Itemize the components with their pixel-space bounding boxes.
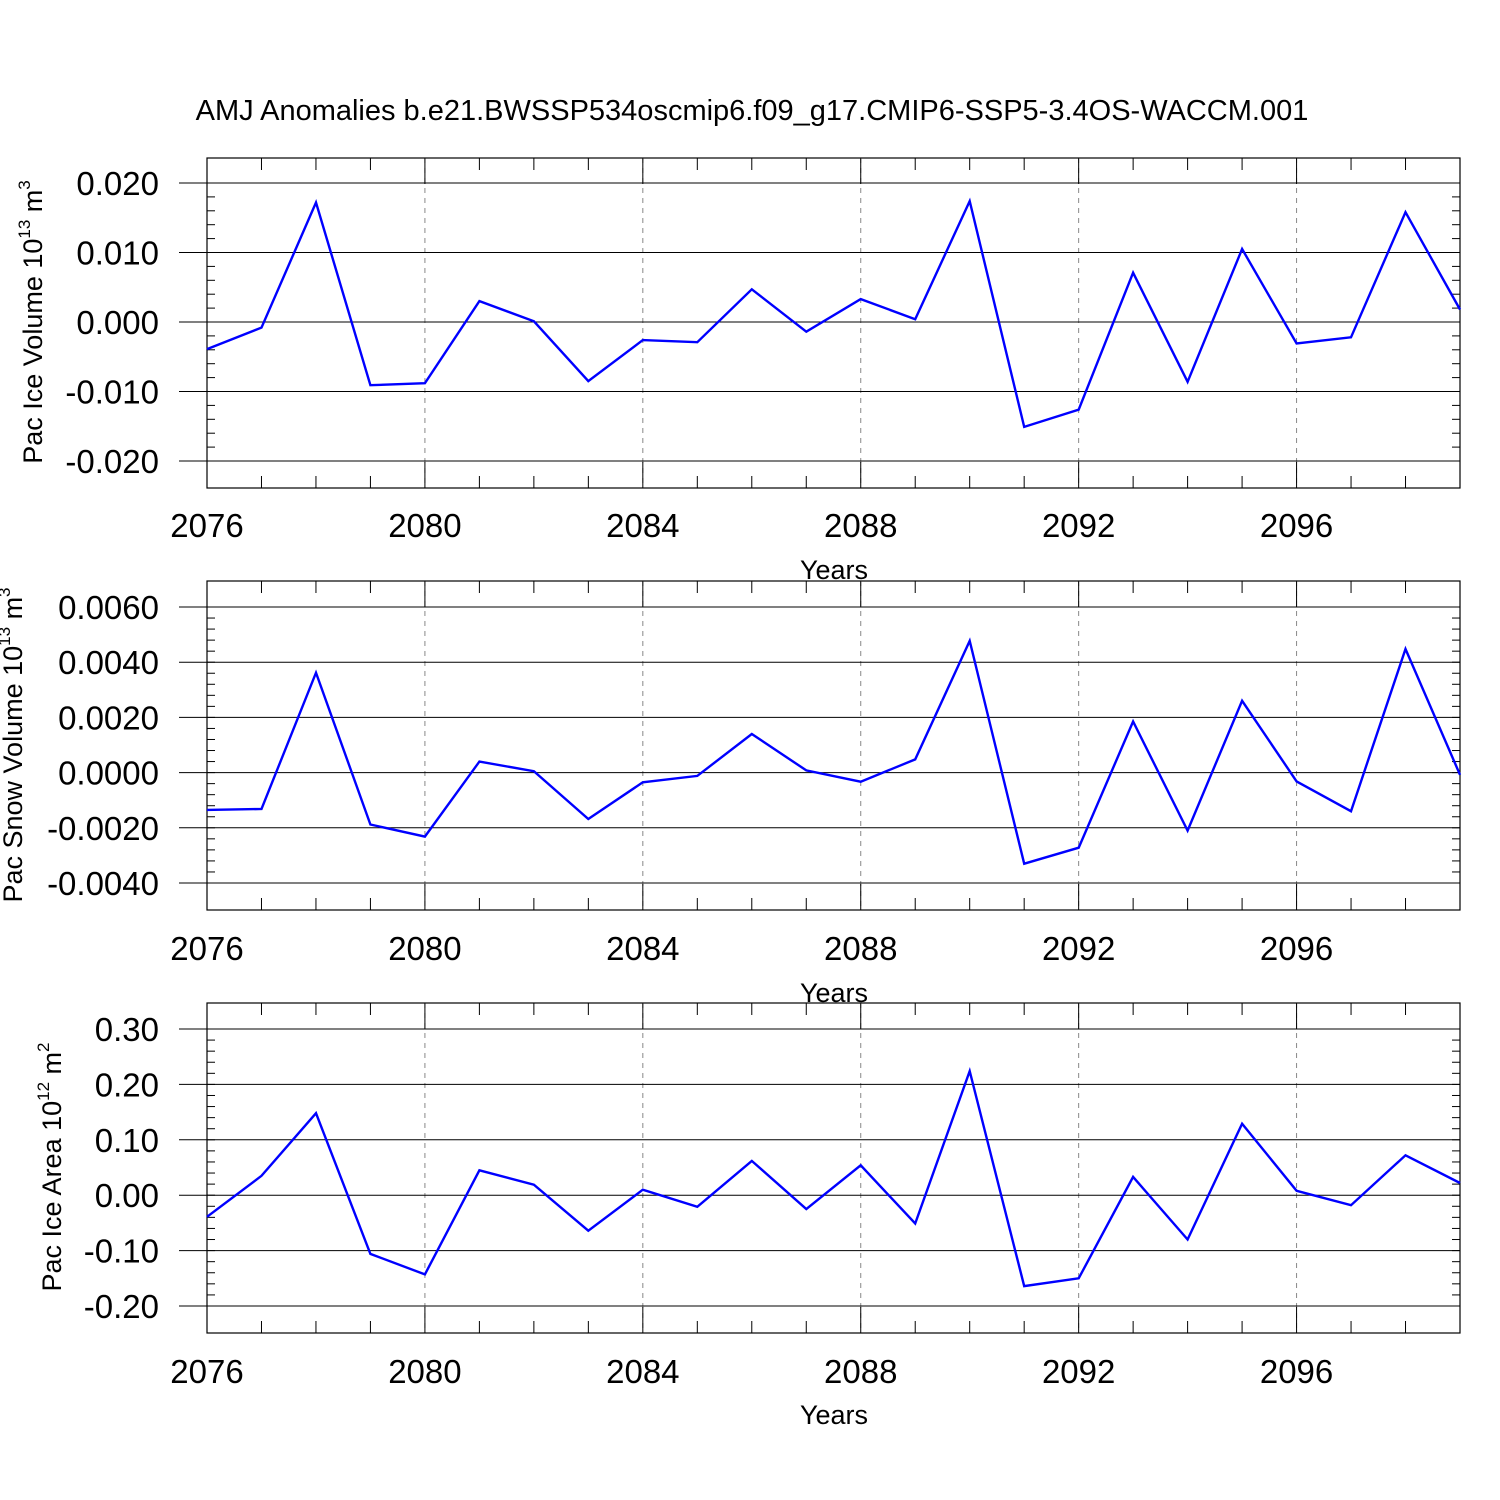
x-tick-label: 2092 (1042, 930, 1115, 967)
x-tick-label: 2088 (824, 1353, 897, 1390)
x-tick-label: 2080 (388, 930, 461, 967)
x-tick-label: 2076 (170, 507, 243, 544)
x-tick-label: 2076 (170, 930, 243, 967)
x-tick-label: 2092 (1042, 507, 1115, 544)
x-tick-label: 2088 (824, 507, 897, 544)
plot-frame (206, 157, 1461, 489)
panel-snow-volume: -0.0040 -0.0020 0.0000 0.0020 0.0040 0.0060 20… (0, 580, 1462, 1008)
series-line (206, 637, 1462, 866)
x-tick-label: 2076 (170, 1353, 243, 1390)
y-tick-label: 0.0000 (58, 755, 159, 792)
x-tick-label: 2096 (1260, 507, 1333, 544)
y-axis-label: Pac Ice Area 1012 m2 (34, 1042, 67, 1291)
x-tick-label: 2084 (606, 1353, 679, 1390)
x-tick-label: 2088 (824, 930, 897, 967)
y-axis-label: Pac Ice Volume 1013 m3 (15, 180, 48, 464)
y-tick-label: 0.00 (95, 1177, 159, 1214)
y-tick-label: 0.020 (76, 165, 159, 202)
x-tick-label: 2080 (388, 1353, 461, 1390)
x-tick-label: 2096 (1260, 930, 1333, 967)
y-tick-label: -0.010 (65, 374, 159, 411)
y-tick-label: 0.0060 (58, 589, 159, 626)
x-tick-label: 2080 (388, 507, 461, 544)
plot-frame (206, 580, 1461, 911)
y-tick-label: 0.0040 (58, 644, 159, 681)
x-tick-label: 2084 (606, 930, 679, 967)
y-tick-label: 0.0020 (58, 699, 159, 736)
x-tick-label: 2084 (606, 507, 679, 544)
y-axis-label: Pac Snow Volume 1013 m3 (0, 587, 28, 902)
y-tick-label: -0.20 (84, 1288, 159, 1325)
y-tick-label: 0.20 (95, 1066, 159, 1103)
y-tick-label: 0.30 (95, 1011, 159, 1048)
x-tick-label: 2096 (1260, 1353, 1333, 1390)
y-tick-label: -0.0020 (47, 810, 159, 847)
x-axis-label: Years (800, 555, 868, 585)
y-tick-label: 0.10 (95, 1122, 159, 1159)
x-axis-label: Years (800, 1400, 868, 1430)
panel-ice-volume: -0.020 -0.010 0.000 0.010 0.020 2076 2080 2084 2… (15, 157, 1462, 585)
panel-ice-area: -0.20 -0.10 0.00 0.10 0.20 0.30 2076 2080 2084 20… (34, 1002, 1461, 1430)
y-tick-label: -0.0040 (47, 865, 159, 902)
y-tick-label: 0.000 (76, 304, 159, 341)
x-tick-label: 2092 (1042, 1353, 1115, 1390)
plot-frame (206, 1002, 1461, 1334)
y-tick-label: 0.010 (76, 235, 159, 272)
y-tick-label: -0.020 (65, 443, 159, 480)
series-line (206, 197, 1462, 429)
y-tick-label: -0.10 (84, 1233, 159, 1270)
series-line (206, 1066, 1461, 1288)
chart-title: AMJ Anomalies b.e21.BWSSP534oscmip6.f09_… (196, 95, 1309, 127)
